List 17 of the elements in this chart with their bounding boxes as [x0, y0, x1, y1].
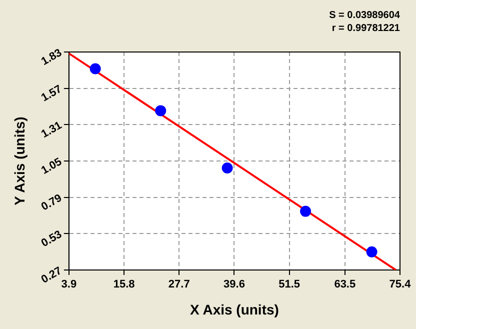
y-tick-label: 0.79 — [39, 192, 64, 214]
text: S = 0.03989604 — [329, 10, 400, 21]
x-tick-label: 75.4 — [389, 278, 412, 291]
x-tick-label: 63.5 — [334, 278, 356, 291]
y-tick-label: 1.83 — [39, 46, 64, 68]
x-tick-label: 27.7 — [168, 278, 190, 291]
x-axis-title: X Axis (units) — [190, 301, 279, 318]
y-tick-label: 0.53 — [39, 228, 64, 250]
y-tick-label: 1.57 — [39, 83, 64, 104]
x-tick-label: 3.9 — [61, 278, 77, 291]
x-tick-label: 39.6 — [224, 278, 245, 291]
y-tick-label: 1.05 — [39, 156, 64, 177]
x-tick-label: 15.8 — [113, 278, 135, 291]
text: r = 0.99781221 — [332, 22, 400, 34]
y-axis-title: Y Axis (units) — [11, 116, 28, 206]
x-tick-label: 51.5 — [278, 278, 300, 291]
y-tick-label: 1.31 — [39, 120, 64, 141]
